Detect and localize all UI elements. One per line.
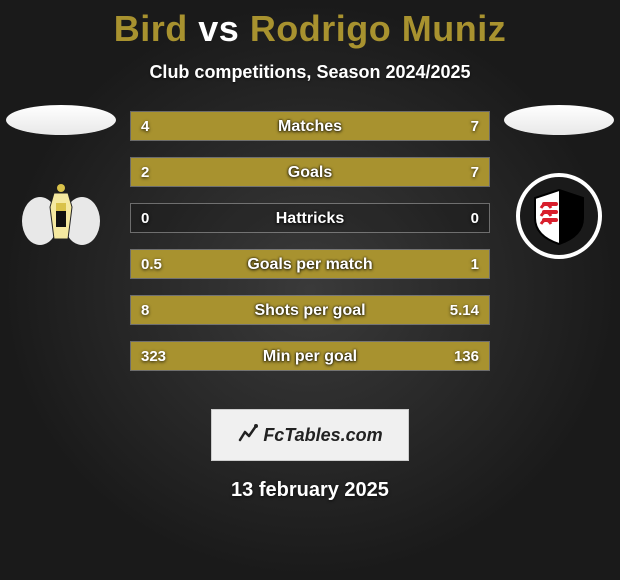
stat-label: Hattricks	[131, 204, 489, 233]
branding-icon	[237, 422, 259, 449]
crest-right-icon	[529, 186, 589, 246]
stat-label: Shots per goal	[131, 296, 489, 325]
crest-left-icon	[18, 173, 104, 259]
club-crest-right	[516, 173, 602, 259]
vs-text: vs	[198, 8, 239, 49]
subtitle: Club competitions, Season 2024/2025	[0, 62, 620, 83]
player2-name: Rodrigo Muniz	[250, 8, 506, 49]
stat-row: Shots per goal8 5.14	[130, 295, 490, 325]
stat-value-left: 0.5	[141, 250, 162, 279]
stat-label: Goals per match	[131, 250, 489, 279]
comparison-title: Bird vs Rodrigo Muniz	[0, 0, 620, 50]
stat-value-right: 7	[471, 158, 479, 187]
stat-value-left: 0	[141, 204, 149, 233]
stat-bars: Matches47Goals27Hattricks00Goals per mat…	[130, 111, 490, 387]
stat-value-right: 136	[454, 342, 479, 371]
stat-label: Goals	[131, 158, 489, 187]
stat-label: Matches	[131, 112, 489, 141]
stat-label: Min per goal	[131, 342, 489, 371]
stat-row: Min per goal323 136	[130, 341, 490, 371]
nationality-flag-left	[6, 105, 116, 135]
stat-value-right: 1	[471, 250, 479, 279]
nationality-flag-right	[504, 105, 614, 135]
snapshot-date: 13 february 2025	[0, 479, 620, 502]
stat-row: Goals2 7	[130, 157, 490, 187]
branding-text: FcTables.com	[263, 425, 382, 446]
stat-value-right: 5.14	[450, 296, 479, 325]
player1-name: Bird	[114, 8, 188, 49]
comparison-arena: Matches47Goals27Hattricks00Goals per mat…	[0, 111, 620, 401]
stat-value-left: 2	[141, 158, 149, 187]
stat-value-right: 0	[471, 204, 479, 233]
stat-value-left: 4	[141, 112, 149, 141]
stat-row: Goals per match0.5 1	[130, 249, 490, 279]
stat-value-right: 7	[471, 112, 479, 141]
stat-value-left: 323	[141, 342, 166, 371]
stat-row: Hattricks0 0	[130, 203, 490, 233]
club-crest-left	[18, 173, 104, 259]
stat-row: Matches4 7	[130, 111, 490, 141]
branding-badge: FcTables.com	[211, 409, 409, 461]
stat-value-left: 8	[141, 296, 149, 325]
